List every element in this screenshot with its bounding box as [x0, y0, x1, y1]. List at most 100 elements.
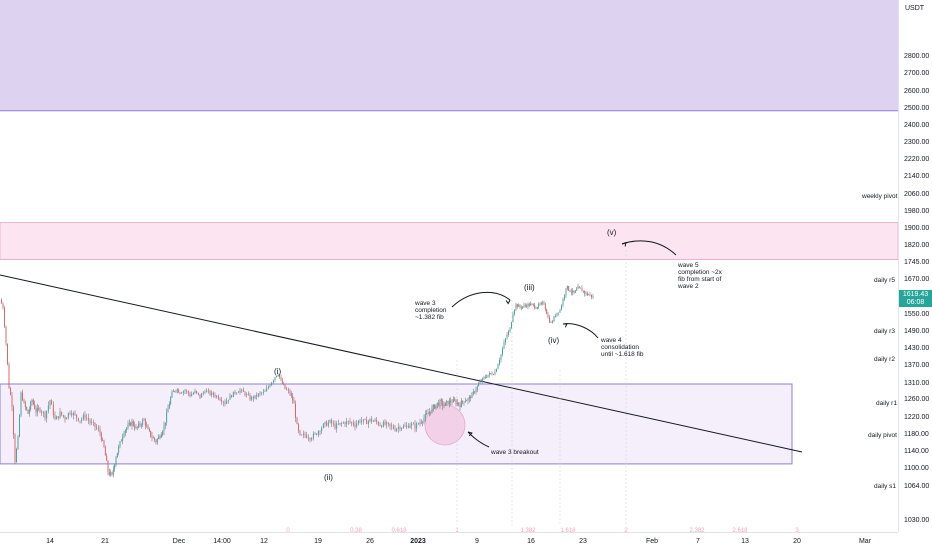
candle-body — [274, 377, 276, 381]
candle-body — [309, 438, 311, 440]
candle-body — [239, 390, 241, 393]
time-tick-label: 14 — [46, 538, 54, 545]
candle-body — [364, 419, 366, 420]
candle-body — [371, 418, 373, 422]
time-tick-label: 21 — [101, 538, 109, 545]
candle-body — [356, 423, 358, 427]
candle-body — [116, 452, 118, 458]
candle-body — [384, 422, 386, 425]
candle-body — [568, 286, 570, 291]
candle-body — [284, 384, 286, 389]
candle-body — [135, 427, 137, 429]
candle-body — [454, 399, 456, 401]
candle-body — [515, 304, 517, 310]
candle-body — [397, 427, 399, 429]
candle-body — [293, 400, 295, 404]
candle-body — [562, 299, 564, 306]
price-tick-label: 2800.00 — [904, 53, 930, 60]
candle-body — [280, 377, 282, 380]
candle-body — [379, 424, 381, 426]
candle-body — [191, 394, 193, 397]
candle-body — [546, 309, 548, 315]
candle-body — [100, 433, 102, 441]
candle-body — [314, 433, 316, 435]
candle-body — [38, 407, 40, 409]
price-tick-label: 1550.00 — [904, 311, 930, 318]
candle-body — [41, 411, 43, 413]
candle-body — [526, 305, 528, 307]
time-tick-label: Feb — [645, 538, 659, 545]
candle-body — [86, 417, 88, 419]
candle-body — [236, 392, 238, 394]
candle-body — [482, 378, 484, 382]
candle-body — [561, 305, 562, 310]
price-tick-label: 1180.00 — [904, 431, 929, 438]
weekly-pivot-label: weekly pivot — [862, 193, 898, 200]
candle-body — [511, 322, 512, 329]
candle-body — [252, 396, 254, 399]
candle-body — [574, 290, 576, 293]
candle-body — [332, 423, 334, 425]
price-tick-label: 2060.00 — [904, 191, 930, 198]
candle-body — [317, 431, 319, 435]
candle-body — [329, 420, 331, 423]
candle-body — [549, 317, 550, 323]
candle-body — [499, 359, 500, 365]
candle-body — [136, 426, 138, 428]
price-tick-label: 1310.00 — [904, 380, 930, 387]
candle-body — [523, 305, 525, 307]
price-tick-label: 2500.00 — [904, 105, 930, 112]
candle-body — [61, 411, 63, 416]
candle-body — [82, 415, 84, 420]
candle-body — [342, 422, 344, 424]
candle-body — [528, 303, 530, 306]
candle-body — [496, 368, 497, 372]
candle-body — [176, 389, 178, 391]
candle-body — [119, 441, 121, 447]
price-axis[interactable]: USDT 1030.00 1064.00 1100.00 1140.00 1180.00… — [898, 0, 932, 532]
candle-body — [367, 420, 369, 425]
candle-body — [586, 292, 588, 295]
candle-body — [56, 416, 58, 420]
candle-body — [181, 392, 183, 394]
price-tick-label: 1430.00 — [904, 345, 930, 352]
candle-body — [160, 434, 162, 438]
candle-body — [527, 303, 529, 307]
candle-body — [446, 400, 448, 403]
candle-body — [559, 309, 561, 313]
candle-body — [186, 390, 188, 392]
candle-body — [2, 303, 4, 309]
candle-body — [582, 291, 584, 292]
candle-body — [22, 392, 23, 401]
price-tick-label: 1140.00 — [904, 448, 929, 455]
candle-body — [296, 417, 298, 425]
candle-body — [508, 331, 509, 335]
candle-body — [319, 431, 321, 432]
candle-body — [237, 392, 239, 394]
time-axis[interactable]: 14 21 Dec 14:00 12 19 26 2023 9 16 23 Feb 7 13 20 Mar — [0, 532, 898, 551]
candle-body — [301, 434, 303, 436]
candle-body — [54, 415, 56, 420]
candle-body — [357, 420, 359, 424]
candle-body — [155, 440, 157, 443]
candle-body — [490, 373, 492, 374]
candle-body — [479, 381, 481, 384]
candle-body — [276, 376, 277, 378]
candle-body — [577, 286, 579, 290]
candle-body — [530, 303, 532, 306]
candle-body — [224, 402, 226, 404]
candle-body — [159, 436, 161, 438]
candle-body — [486, 377, 488, 378]
candle-body — [462, 400, 464, 402]
candle-body — [118, 446, 120, 453]
candle-body — [123, 433, 125, 437]
candle-body — [532, 303, 534, 305]
candle-body — [166, 412, 168, 423]
candle-body — [480, 381, 482, 383]
candle-body — [351, 422, 353, 423]
candle-body — [472, 391, 474, 394]
candle-body — [327, 422, 329, 426]
candle-body — [339, 423, 341, 425]
candle-body — [476, 386, 478, 390]
